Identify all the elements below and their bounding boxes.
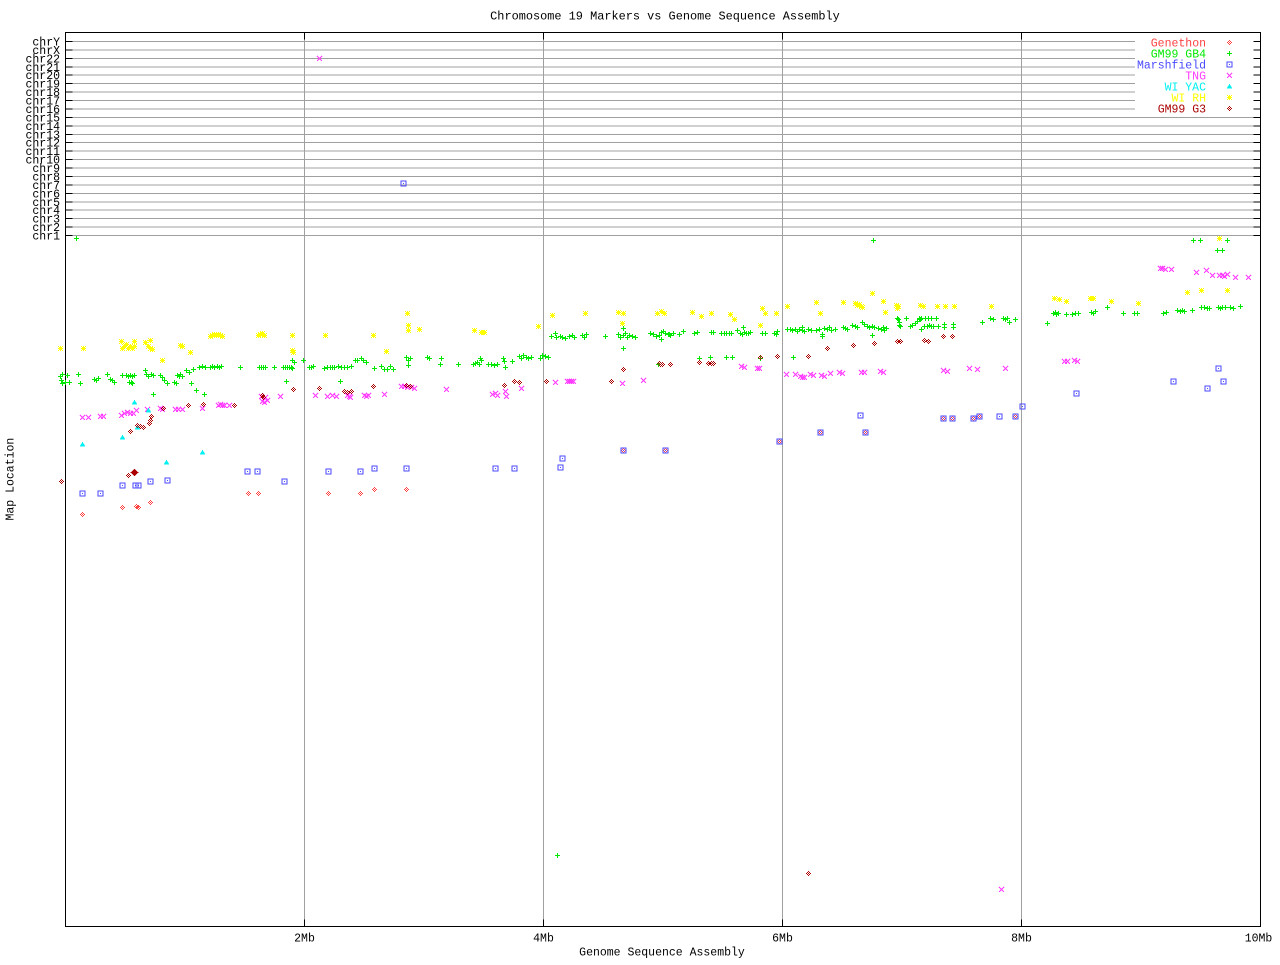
svg-text:chr14: chr14: [25, 121, 60, 134]
svg-text:4Mb: 4Mb: [533, 933, 554, 946]
svg-text:chr6: chr6: [32, 188, 60, 201]
svg-text:chr5: chr5: [32, 197, 60, 210]
svg-text:Map Location: Map Location: [5, 438, 18, 521]
svg-text:chr15: chr15: [25, 112, 60, 125]
svg-text:chr17: chr17: [25, 96, 60, 109]
svg-text:8Mb: 8Mb: [1011, 933, 1032, 946]
svg-text:chr19: chr19: [25, 79, 60, 92]
svg-text:WI RH: WI RH: [1171, 93, 1206, 106]
svg-text:Marshfield: Marshfield: [1137, 60, 1206, 73]
svg-text:chr9: chr9: [32, 163, 60, 176]
svg-text:chr11: chr11: [25, 146, 60, 159]
svg-text:chr4: chr4: [32, 205, 60, 218]
svg-text:chr20: chr20: [25, 70, 60, 83]
svg-text:chr3: chr3: [32, 214, 60, 227]
svg-text:TNG: TNG: [1185, 71, 1206, 84]
svg-text:Genethon: Genethon: [1151, 38, 1206, 51]
svg-text:Genome Sequence Assembly: Genome Sequence Assembly: [579, 947, 745, 960]
svg-text:10Mb: 10Mb: [1245, 933, 1273, 946]
svg-text:chrY: chrY: [32, 37, 60, 50]
svg-text:chr18: chr18: [25, 87, 60, 100]
svg-text:Chromosome 19 Markers vs Genom: Chromosome 19 Markers vs Genome Sequence…: [490, 10, 840, 24]
svg-text:GM99 GB4: GM99 GB4: [1151, 49, 1206, 62]
svg-text:chr22: chr22: [25, 53, 60, 66]
svg-text:chr10: chr10: [25, 155, 60, 168]
svg-text:chrX: chrX: [32, 45, 60, 58]
svg-text:chr2: chr2: [32, 222, 60, 235]
svg-text:2Mb: 2Mb: [294, 933, 315, 946]
svg-text:chr21: chr21: [25, 62, 60, 75]
svg-text:6Mb: 6Mb: [772, 933, 793, 946]
svg-text:WI YAC: WI YAC: [1165, 82, 1207, 95]
svg-text:GM99 G3: GM99 G3: [1158, 104, 1206, 117]
svg-text:chr13: chr13: [25, 129, 60, 142]
svg-text:chr8: chr8: [32, 172, 60, 185]
svg-text:chr16: chr16: [25, 104, 60, 117]
svg-text:chr12: chr12: [25, 138, 60, 151]
svg-text:chr1: chr1: [32, 231, 60, 244]
svg-text:chr7: chr7: [32, 180, 60, 193]
